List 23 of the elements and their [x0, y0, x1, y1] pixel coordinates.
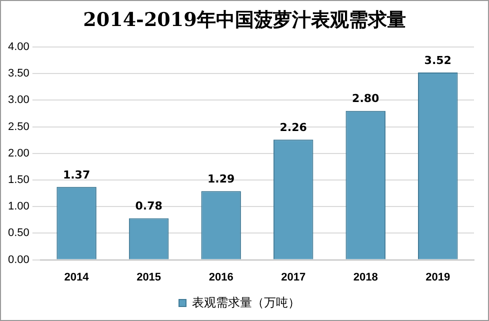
x-tick-label: 2018 [353, 271, 378, 284]
y-tick-label: 1.50 [8, 174, 30, 186]
y-tick-label: 3.50 [8, 68, 30, 80]
x-tick-label: 2016 [208, 271, 234, 284]
x-tick-label: 2017 [281, 271, 306, 284]
y-tick-label: 3.00 [8, 94, 30, 106]
text: 3.52 [424, 54, 452, 67]
y-tick-label: 2.50 [8, 120, 30, 133]
x-tick-label: 2019 [426, 271, 450, 284]
chart-title: 2014-2019年中国菠萝汁表观需求量 [82, 8, 407, 33]
y-tick-label: 4.00 [8, 41, 30, 54]
x-tick-label: 2015 [136, 271, 162, 284]
y-tick-label: 0.00 [8, 254, 30, 266]
text: 2.80 [352, 92, 380, 106]
y-tick-label: 1.00 [8, 200, 30, 213]
y-tick-label: 2.00 [8, 147, 30, 160]
legend-label: 表观需求量（万吨） [192, 295, 300, 310]
text: 0.78 [135, 200, 162, 213]
x-tick-label: 2014 [64, 271, 90, 284]
text: 1.37 [62, 168, 90, 182]
text: 1.29 [208, 172, 235, 186]
text: 2.26 [280, 120, 307, 134]
y-tick-label: 0.50 [8, 227, 30, 240]
